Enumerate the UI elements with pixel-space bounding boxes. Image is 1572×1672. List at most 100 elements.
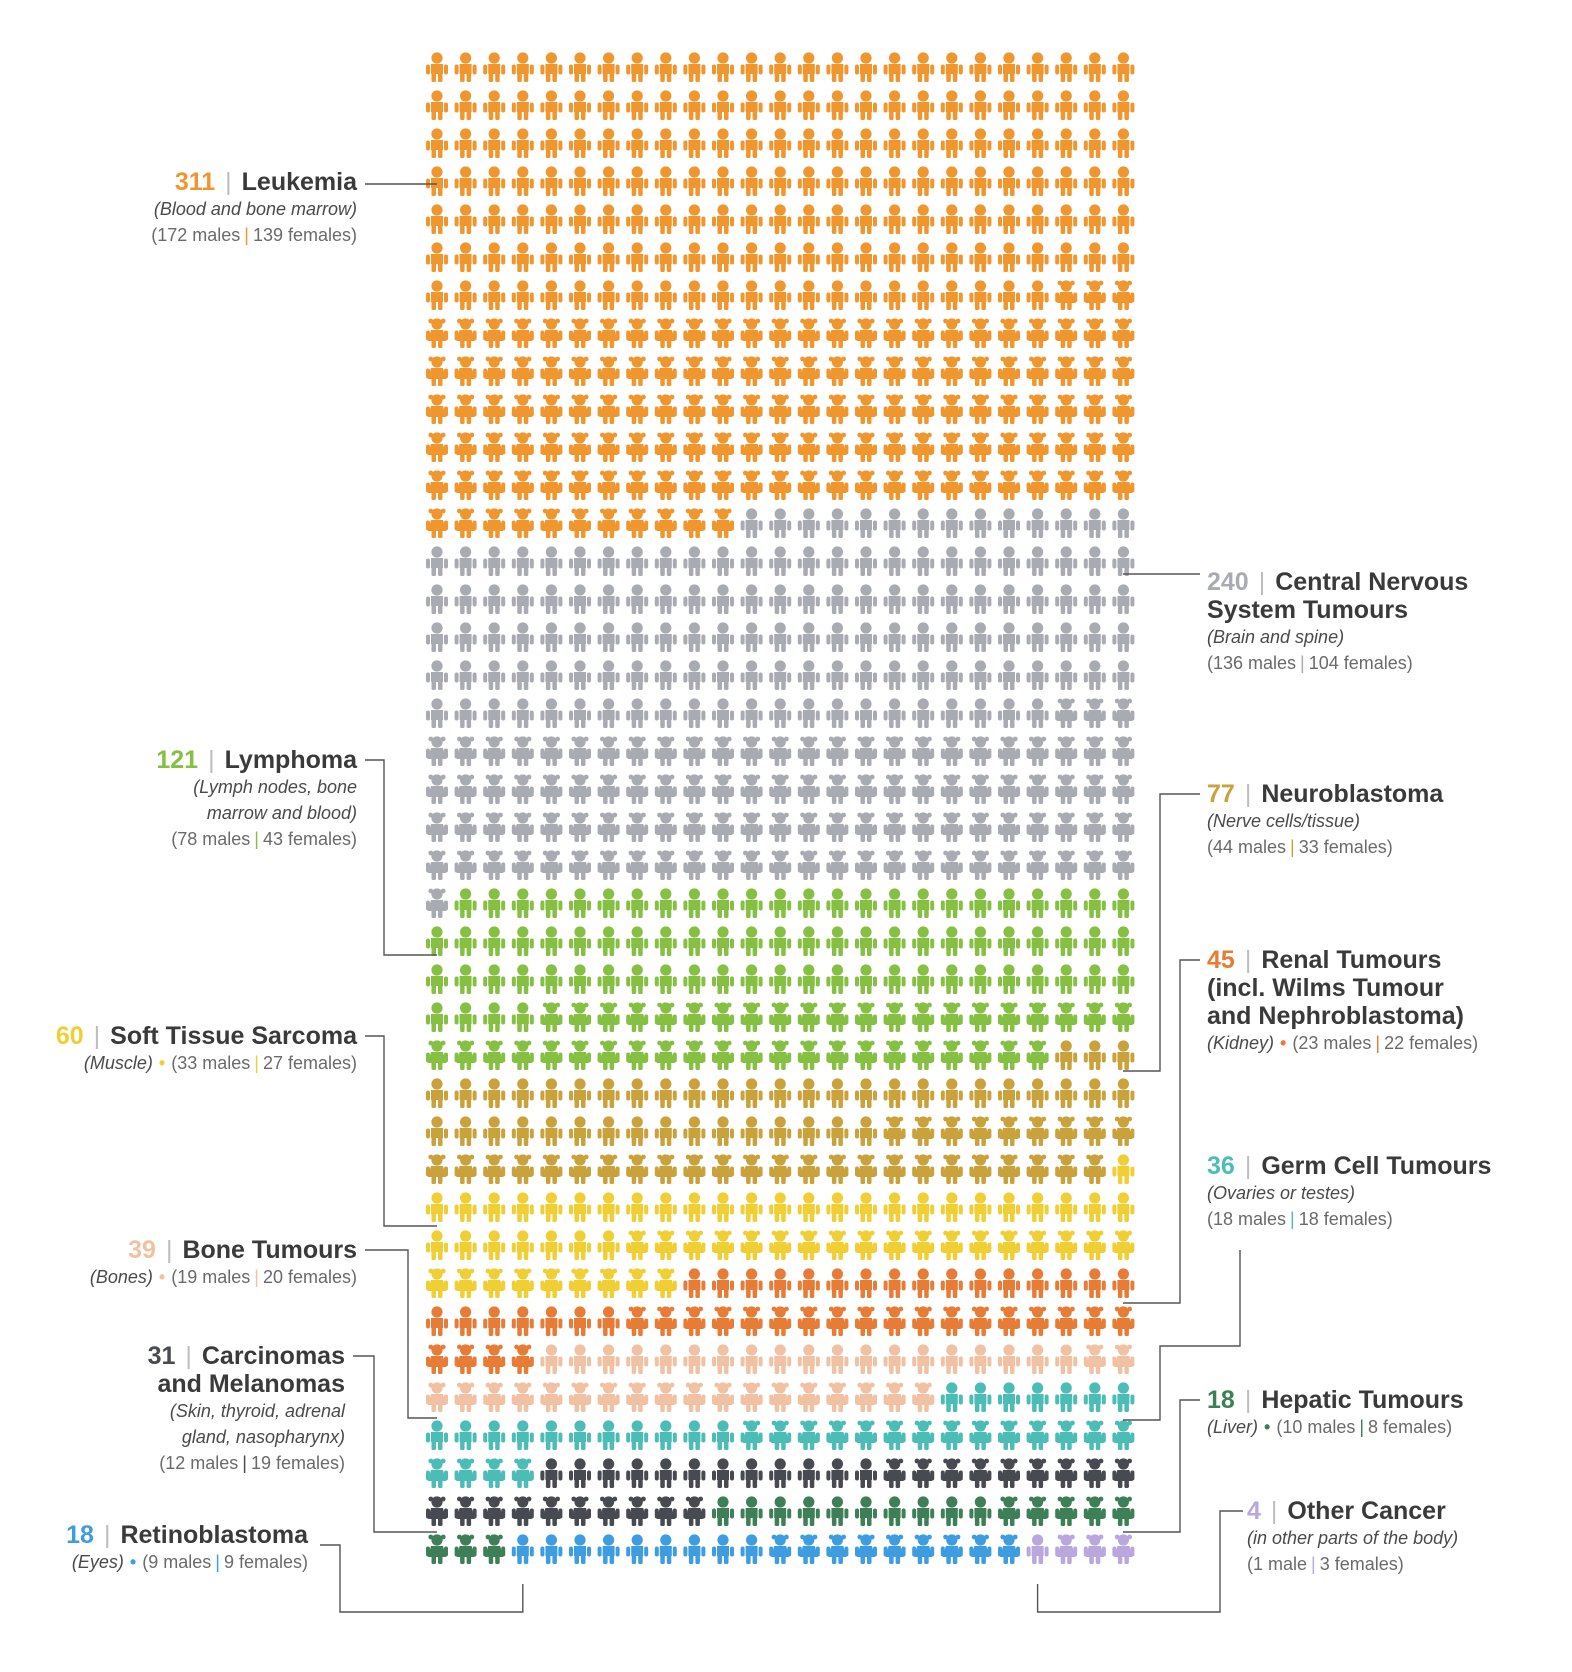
child-figure-cns xyxy=(1026,546,1049,576)
child-figure-leukemia xyxy=(654,508,677,538)
child-figure-leukemia xyxy=(540,470,563,500)
child-figure-leukemia xyxy=(511,242,534,272)
child-figure-leukemia xyxy=(626,394,649,424)
child-figure-leukemia xyxy=(683,204,706,234)
child-figure-leukemia xyxy=(1112,128,1135,158)
name-softtissue: Soft Tissue Sarcoma xyxy=(110,1022,357,1050)
child-figure-leukemia xyxy=(740,166,763,196)
child-figure-leukemia xyxy=(426,90,448,120)
child-figure-leukemia xyxy=(1055,356,1078,386)
child-figure-leukemia xyxy=(912,128,935,158)
child-figure-leukemia xyxy=(597,394,620,424)
child-figure-leukemia xyxy=(740,470,763,500)
child-figure-leukemia xyxy=(969,204,992,234)
subtitle-leukemia: (Blood and bone marrow) xyxy=(153,199,357,219)
child-figure-leukemia xyxy=(597,166,620,196)
child-figure-leukemia xyxy=(654,356,677,386)
child-figure-cns xyxy=(855,508,877,538)
child-figure-leukemia xyxy=(940,318,963,348)
child-figure-leukemia xyxy=(654,242,677,272)
gender-hepatic: (Liver) • (10 males | 8 females) xyxy=(1207,1417,1453,1437)
child-figure-leukemia xyxy=(883,394,906,424)
child-figure-leukemia xyxy=(454,90,477,120)
child-figure-leukemia xyxy=(654,128,677,158)
child-figure-leukemia xyxy=(855,318,877,348)
name-leukemia: Leukemia xyxy=(241,168,357,196)
child-figure-leukemia xyxy=(597,432,620,462)
child-figure-leukemia xyxy=(912,280,935,310)
child-figure-leukemia xyxy=(998,52,1020,82)
child-figure-leukemia xyxy=(426,356,448,386)
child-figure-leukemia xyxy=(483,394,506,424)
label-renal: 45 | Renal Tumours (incl. Wilms Tumour and… xyxy=(1207,946,1478,1056)
child-figure-leukemia xyxy=(1083,280,1106,310)
child-figure-leukemia xyxy=(1112,166,1135,196)
child-figure-leukemia xyxy=(769,318,792,348)
child-figure-leukemia xyxy=(540,280,563,310)
child-figure-leukemia xyxy=(797,470,820,500)
child-figure-leukemia xyxy=(654,432,677,462)
child-figure-leukemia xyxy=(998,318,1020,348)
child-figure-leukemia xyxy=(740,52,763,82)
child-figure-leukemia xyxy=(540,394,563,424)
child-figure-leukemia xyxy=(540,318,563,348)
child-figure-leukemia xyxy=(855,280,877,310)
subtitle-other: (in other parts of the body) xyxy=(1247,1528,1459,1548)
child-figure-leukemia xyxy=(683,128,706,158)
child-figure-leukemia xyxy=(826,204,849,234)
child-figure-leukemia xyxy=(883,470,906,500)
child-figure-leukemia xyxy=(826,394,849,424)
child-figure-leukemia xyxy=(597,318,620,348)
child-figure-leukemia xyxy=(1083,128,1106,158)
child-figure-leukemia xyxy=(1083,52,1106,82)
child-figure-cns xyxy=(1055,508,1078,538)
child-figure-leukemia xyxy=(855,432,877,462)
subtitle-germcell: (Ovaries or testes) xyxy=(1207,1183,1356,1203)
child-figure-leukemia xyxy=(797,356,820,386)
child-figure-leukemia xyxy=(426,204,448,234)
child-figure-leukemia xyxy=(855,90,877,120)
gender-renal: (Kidney) • (23 males | 22 females) xyxy=(1207,1033,1479,1053)
gender-retinoblastoma: (Eyes) • (9 males | 9 females) xyxy=(71,1552,308,1572)
child-figure-leukemia xyxy=(626,280,649,310)
child-figure-cns xyxy=(912,546,935,576)
child-figure-leukemia xyxy=(626,470,649,500)
child-figure-leukemia xyxy=(1112,242,1135,272)
child-figure-leukemia xyxy=(855,242,877,272)
child-figure-leukemia xyxy=(654,280,677,310)
name-lymphoma: Lymphoma xyxy=(224,746,357,774)
child-figure-leukemia xyxy=(883,432,906,462)
child-figure-leukemia xyxy=(969,280,992,310)
child-figure-cns xyxy=(683,546,706,576)
child-figure-leukemia xyxy=(540,90,563,120)
child-figure-leukemia xyxy=(511,432,534,462)
child-figure-leukemia xyxy=(769,470,792,500)
child-figure-cns xyxy=(569,546,591,576)
child-figure-leukemia xyxy=(1026,432,1049,462)
child-figure-leukemia xyxy=(626,508,649,538)
child-figure-leukemia xyxy=(683,394,706,424)
subtitle-neuroblastoma: (Nerve cells/tissue) xyxy=(1207,811,1361,831)
count-renal: 45 xyxy=(1207,946,1235,974)
child-figure-leukemia xyxy=(1083,166,1106,196)
child-figure-leukemia xyxy=(998,242,1020,272)
child-figure-leukemia xyxy=(454,52,477,82)
child-figure-leukemia xyxy=(940,204,963,234)
child-figure-leukemia xyxy=(569,242,591,272)
child-figure-leukemia xyxy=(540,432,563,462)
child-figure-leukemia xyxy=(569,128,591,158)
child-figure-leukemia xyxy=(511,166,534,196)
child-figure-leukemia xyxy=(998,90,1020,120)
child-figure-cns xyxy=(998,546,1020,576)
child-figure-cns xyxy=(1026,508,1049,538)
child-figure-leukemia xyxy=(597,204,620,234)
child-figure-leukemia xyxy=(683,432,706,462)
child-figure-leukemia xyxy=(569,204,591,234)
child-figure-leukemia xyxy=(426,242,448,272)
child-figure-leukemia xyxy=(1112,470,1135,500)
child-figure-cns xyxy=(1055,546,1078,576)
child-figure-cns xyxy=(740,546,763,576)
child-figure-leukemia xyxy=(1083,242,1106,272)
child-figure-leukemia xyxy=(1055,128,1078,158)
